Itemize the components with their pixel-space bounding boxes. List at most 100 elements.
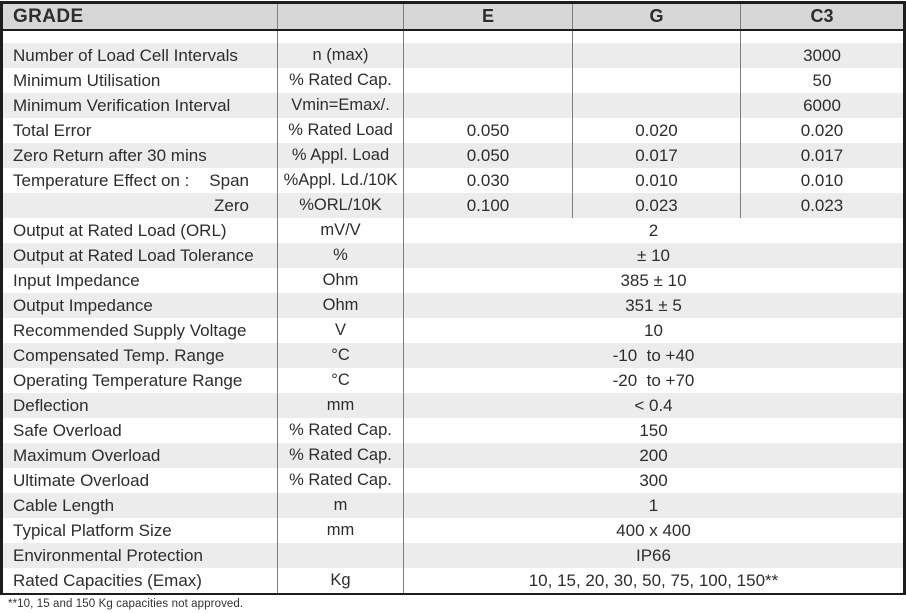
row-label: Total Error xyxy=(13,120,92,140)
row-unit: Kg xyxy=(277,568,403,593)
table-row: Temperature Effect on : Span %Appl. Ld./10… xyxy=(3,168,903,193)
header-grade-cell: GRADE xyxy=(13,5,84,27)
row-label: Minimum Verification Interval xyxy=(13,95,231,115)
gap-cell xyxy=(403,31,572,43)
row-label-right: Span xyxy=(209,170,249,190)
table-row: Compensated Temp. Range °C -10 to +40 xyxy=(3,343,903,368)
row-label: Safe Overload xyxy=(13,420,122,440)
row-label: Minimum Utilisation xyxy=(13,70,161,90)
row-unit: °C xyxy=(277,343,403,368)
row-label: Cable Length xyxy=(13,495,115,515)
row-label-right: Zero xyxy=(214,195,249,215)
load-cell-spec-table: GRADE E G C3 Number of Load Cell Interva… xyxy=(0,1,906,595)
row-value-c3: 0.023 xyxy=(740,193,903,218)
row-value-e: 0.030 xyxy=(403,168,572,193)
row-label: Number of Load Cell Intervals xyxy=(13,45,238,65)
table-row: Recommended Supply Voltage V 10 xyxy=(3,318,903,343)
table-row: Ultimate Overload % Rated Cap. 300 xyxy=(3,468,903,493)
row-label: Compensated Temp. Range xyxy=(13,345,225,365)
row-value-c3: 0.010 xyxy=(740,168,903,193)
row-label: Ultimate Overload xyxy=(13,470,150,490)
row-label: Input Impedance xyxy=(13,270,140,290)
row-value-all-grades: 351 ± 5 xyxy=(403,293,903,318)
row-value-all-grades: 1 xyxy=(403,493,903,518)
row-unit: mV/V xyxy=(277,218,403,243)
table-header-row: GRADE E G C3 xyxy=(3,4,903,31)
table-row: Output at Rated Load (ORL) mV/V 2 xyxy=(3,218,903,243)
row-value-all-grades: ± 10 xyxy=(403,243,903,268)
row-value-g: 0.010 xyxy=(572,168,740,193)
table-row: Minimum Utilisation % Rated Cap. 50 xyxy=(3,68,903,93)
row-unit: m xyxy=(277,493,403,518)
row-label: Zero xyxy=(3,193,277,218)
row-label: Typical Platform Size xyxy=(13,520,172,540)
row-value-g: 0.023 xyxy=(572,193,740,218)
row-unit: % Appl. Load xyxy=(277,143,403,168)
table-row: Input Impedance Ohm 385 ± 10 xyxy=(3,268,903,293)
row-value-e: 0.100 xyxy=(403,193,572,218)
row-value-c3: 6000 xyxy=(740,93,903,118)
row-label: Output at Rated Load Tolerance xyxy=(13,245,254,265)
row-unit: mm xyxy=(277,518,403,543)
row-value-c3: 0.017 xyxy=(740,143,903,168)
row-value-all-grades: -20 to +70 xyxy=(403,368,903,393)
row-unit: % Rated Cap. xyxy=(277,418,403,443)
row-unit: % xyxy=(277,243,403,268)
gap-cell xyxy=(3,31,277,43)
row-value-e xyxy=(403,43,572,68)
row-value-g xyxy=(572,93,740,118)
table-row: Cable Length m 1 xyxy=(3,493,903,518)
row-label: Environmental Protection xyxy=(13,545,203,565)
gap-cell xyxy=(740,31,903,43)
row-value-all-grades: 385 ± 10 xyxy=(403,268,903,293)
row-value-all-grades: 200 xyxy=(403,443,903,468)
table-row: Rated Capacities (Emax) Kg 10, 15, 20, 30,… xyxy=(3,568,903,593)
row-unit: n (max) xyxy=(277,43,403,68)
row-value-all-grades: 150 xyxy=(403,418,903,443)
row-unit: % Rated Load xyxy=(277,118,403,143)
table-row: Operating Temperature Range °C -20 to +70 xyxy=(3,368,903,393)
row-value-g: 0.020 xyxy=(572,118,740,143)
table-row: Safe Overload % Rated Cap. 150 xyxy=(3,418,903,443)
row-label: Recommended Supply Voltage xyxy=(13,320,247,340)
row-value-e: 0.050 xyxy=(403,118,572,143)
row-unit: Vmin=Emax/. xyxy=(277,93,403,118)
row-label: Zero Return after 30 mins xyxy=(13,145,207,165)
row-value-all-grades: IP66 xyxy=(403,543,903,568)
row-value-all-grades: 2 xyxy=(403,218,903,243)
table-body: Number of Load Cell Intervals n (max) 3000… xyxy=(3,43,903,593)
row-value-all-grades: 10, 15, 20, 30, 50, 75, 100, 150** xyxy=(403,568,903,593)
row-value-c3: 3000 xyxy=(740,43,903,68)
row-unit: °C xyxy=(277,368,403,393)
table-row: Environmental Protection IP66 xyxy=(3,543,903,568)
header-column-e: E xyxy=(403,4,572,29)
table-row: Output Impedance Ohm 351 ± 5 xyxy=(3,293,903,318)
row-label: Maximum Overload xyxy=(13,445,161,465)
table-row: Zero Return after 30 mins% Appl. Load 0.0… xyxy=(3,143,903,168)
row-label: Output Impedance xyxy=(13,295,153,315)
row-unit: %ORL/10K xyxy=(277,193,403,218)
gap-cell xyxy=(572,31,740,43)
table-row: Minimum Verification Interval Vmin=Emax/.… xyxy=(3,93,903,118)
row-value-e xyxy=(403,93,572,118)
row-label: Rated Capacities (Emax) xyxy=(13,570,202,590)
table-row: Number of Load Cell Intervals n (max) 3000 xyxy=(3,43,903,68)
row-unit: mm xyxy=(277,393,403,418)
row-unit: % Rated Cap. xyxy=(277,68,403,93)
row-value-g xyxy=(572,68,740,93)
row-value-all-grades: < 0.4 xyxy=(403,393,903,418)
row-unit: % Rated Cap. xyxy=(277,468,403,493)
row-label-left: Temperature Effect on : xyxy=(13,170,190,190)
row-unit: %Appl. Ld./10K xyxy=(277,168,403,193)
row-label: Output at Rated Load (ORL) xyxy=(13,220,227,240)
row-unit: V xyxy=(277,318,403,343)
row-unit xyxy=(277,543,403,568)
row-value-g: 0.017 xyxy=(572,143,740,168)
row-value-g xyxy=(572,43,740,68)
row-value-e: 0.050 xyxy=(403,143,572,168)
row-label: Temperature Effect on : Span xyxy=(3,168,277,193)
header-unit-cell xyxy=(277,4,403,29)
row-unit: % Rated Cap. xyxy=(277,443,403,468)
gap-cell xyxy=(277,31,403,43)
row-value-all-grades: 10 xyxy=(403,318,903,343)
